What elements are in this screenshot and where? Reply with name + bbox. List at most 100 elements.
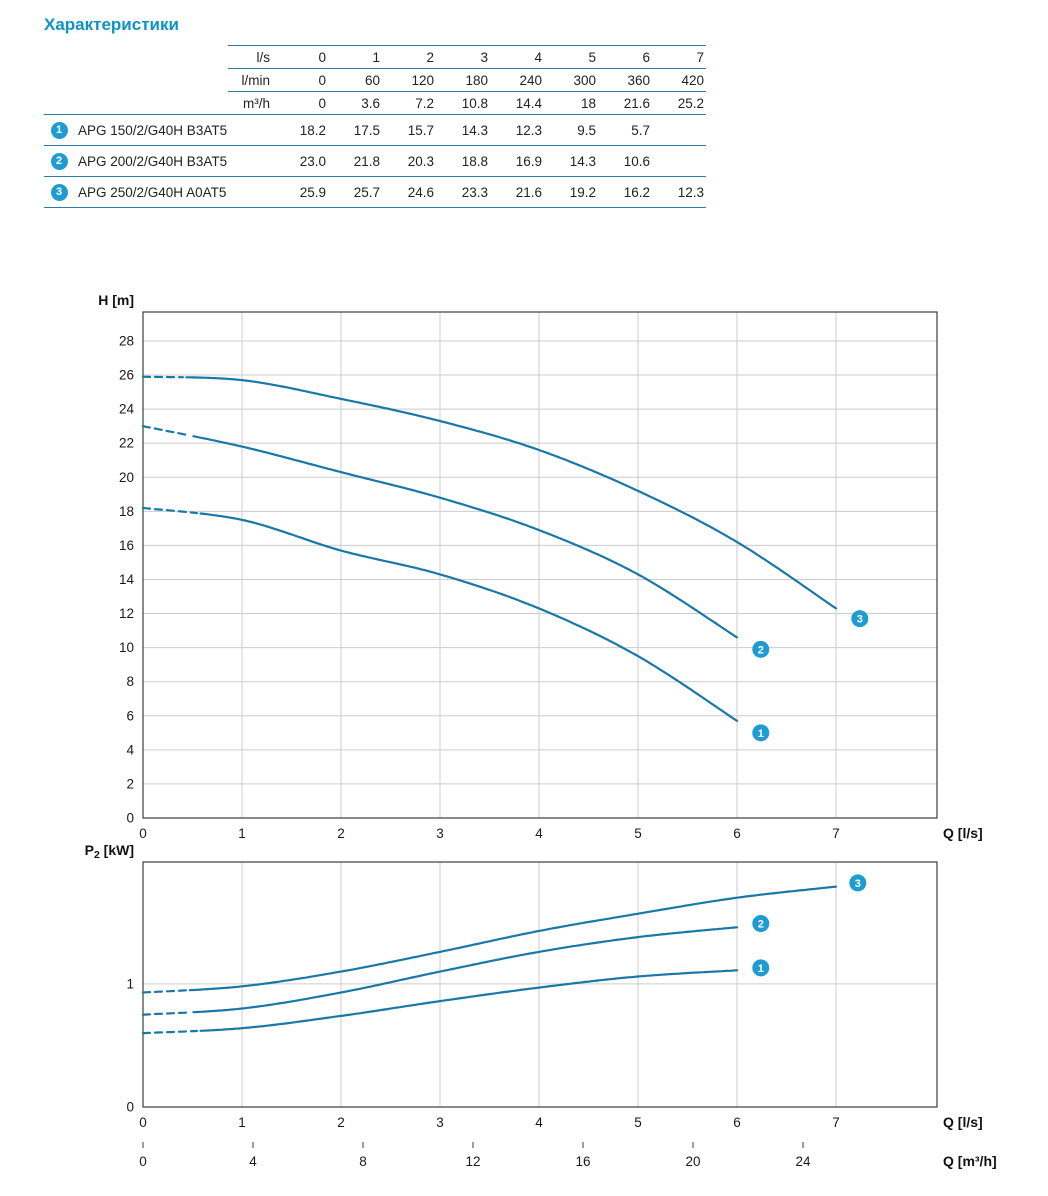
curve-marker-label: 3 bbox=[857, 614, 863, 626]
page-title: Характеристики bbox=[44, 15, 179, 34]
pump-marker-cell: 1 bbox=[44, 114, 74, 146]
table-cell: 0 bbox=[274, 45, 328, 69]
curve-1-dashed bbox=[141, 1029, 198, 1035]
curve-marker-2 bbox=[752, 915, 770, 933]
table-cell: 12.3 bbox=[652, 176, 706, 208]
table-cell: 240 bbox=[490, 68, 544, 92]
table-cell: 25.7 bbox=[328, 176, 382, 208]
table-cell: 25.9 bbox=[274, 176, 328, 208]
pump-marker-cell: 3 bbox=[44, 176, 74, 208]
curve-marker-label: 1 bbox=[758, 963, 764, 975]
pump-marker-badge: 2 bbox=[50, 152, 68, 170]
curve-marker-1 bbox=[752, 724, 770, 742]
pump-model: APG 250/2/G40H A0AT5 bbox=[74, 176, 274, 208]
curve-2 bbox=[192, 926, 739, 1014]
table-cell: 420 bbox=[652, 68, 706, 92]
x-tick-label: 0 bbox=[139, 1115, 147, 1130]
x-tick-label: 5 bbox=[634, 826, 642, 841]
curve-1 bbox=[199, 512, 739, 722]
curve-3 bbox=[188, 885, 838, 992]
x-tick-label: 7 bbox=[832, 826, 840, 841]
x-tick-label: 6 bbox=[733, 1115, 741, 1130]
table-cell: 12.3 bbox=[490, 114, 544, 146]
table-cell: 14.3 bbox=[436, 114, 490, 146]
curve-2 bbox=[192, 435, 739, 639]
table-cell: 10.8 bbox=[436, 91, 490, 115]
table-cell: 10.6 bbox=[598, 145, 652, 177]
spec-table-body: l/s 0 1 2 3 4 5 6 7 l/min 0 60 120 180 240 300 360 420 m³/… bbox=[44, 45, 706, 208]
y-tick-label: 22 bbox=[119, 436, 134, 451]
table-cell: 17.5 bbox=[328, 114, 382, 146]
table-cell: 120 bbox=[382, 68, 436, 92]
curve-3-dashed bbox=[141, 989, 188, 994]
table-cell: 7.2 bbox=[382, 91, 436, 115]
unit-label: l/min bbox=[228, 68, 274, 92]
unit-row-lead bbox=[44, 91, 228, 115]
y-tick-label: 18 bbox=[119, 504, 134, 519]
unit-row: m³/h 0 3.6 7.2 10.8 14.4 18 21.6 25.2 bbox=[44, 91, 706, 115]
curve-marker-label: 2 bbox=[758, 919, 764, 931]
y-tick-label: 0 bbox=[126, 1100, 134, 1115]
pump-marker-cell: 2 bbox=[44, 145, 74, 177]
curve-marker-3 bbox=[849, 874, 867, 892]
curve-marker-label: 3 bbox=[855, 878, 861, 890]
table-cell: 5.7 bbox=[598, 114, 652, 146]
table-cell: 18.2 bbox=[274, 114, 328, 146]
x-tick-label: 5 bbox=[634, 1115, 642, 1130]
table-cell: 3.6 bbox=[328, 91, 382, 115]
y-tick-label: 6 bbox=[126, 708, 134, 723]
x-tick-label: 4 bbox=[535, 826, 543, 841]
table-cell: 15.7 bbox=[382, 114, 436, 146]
y-axis-label: P2 [kW] bbox=[85, 842, 134, 861]
y-tick-label: 20 bbox=[119, 470, 134, 485]
x2-tick-label: 20 bbox=[685, 1154, 700, 1169]
x-tick-label: 2 bbox=[337, 1115, 345, 1130]
table-cell: 5 bbox=[544, 45, 598, 69]
y-tick-label: 14 bbox=[119, 572, 135, 587]
unit-row: l/min 0 60 120 180 240 300 360 420 bbox=[44, 68, 706, 92]
table-cell: 3 bbox=[436, 45, 490, 69]
x-tick-label: 6 bbox=[733, 826, 741, 841]
x-tick-label: 2 bbox=[337, 826, 345, 841]
curve-3-dashed bbox=[141, 375, 184, 379]
x2-tick-label: 16 bbox=[575, 1154, 590, 1169]
y-axis-label: H [m] bbox=[98, 292, 134, 308]
curve-marker-label: 1 bbox=[758, 728, 764, 740]
table-cell: 18 bbox=[544, 91, 598, 115]
table-cell: 14.4 bbox=[490, 91, 544, 115]
curve-2-dashed bbox=[141, 425, 191, 437]
table-cell: 21.6 bbox=[490, 176, 544, 208]
curve-marker-1 bbox=[752, 959, 770, 977]
curve-marker-2 bbox=[752, 640, 770, 658]
table-cell: 6 bbox=[598, 45, 652, 69]
unit-row: l/s 0 1 2 3 4 5 6 7 bbox=[44, 45, 706, 69]
curve-3 bbox=[185, 376, 838, 610]
y-tick-label: 10 bbox=[119, 640, 134, 655]
x-tick-label: 1 bbox=[238, 1115, 246, 1130]
x2-tick-label: 12 bbox=[465, 1154, 480, 1169]
y-tick-label: 4 bbox=[126, 742, 134, 757]
table-cell: 2 bbox=[382, 45, 436, 69]
curve-2-dashed bbox=[141, 1011, 191, 1016]
x-tick-label: 3 bbox=[436, 826, 444, 841]
x-tick-label: 7 bbox=[832, 1115, 840, 1130]
y-tick-label: 26 bbox=[119, 368, 134, 383]
pump-model: APG 150/2/G40H B3AT5 bbox=[74, 114, 274, 146]
plot-frame bbox=[142, 311, 938, 819]
y-tick-label: 1 bbox=[126, 976, 134, 991]
pump-row: 2 APG 200/2/G40H B3AT5 23.0 21.8 20.3 18.8 16.… bbox=[44, 145, 706, 177]
table-cell: 180 bbox=[436, 68, 490, 92]
table-cell: 360 bbox=[598, 68, 652, 92]
unit-label: m³/h bbox=[228, 91, 274, 115]
x-tick-label: 3 bbox=[436, 1115, 444, 1130]
x2-tick-label: 8 bbox=[359, 1154, 367, 1169]
y-tick-label: 0 bbox=[126, 811, 134, 826]
y-tick-label: 16 bbox=[119, 538, 134, 553]
curve-1 bbox=[199, 969, 739, 1032]
table-cell: 20.3 bbox=[382, 145, 436, 177]
table-cell bbox=[652, 145, 706, 177]
table-cell: 0 bbox=[274, 68, 328, 92]
unit-label: l/s bbox=[228, 45, 274, 69]
